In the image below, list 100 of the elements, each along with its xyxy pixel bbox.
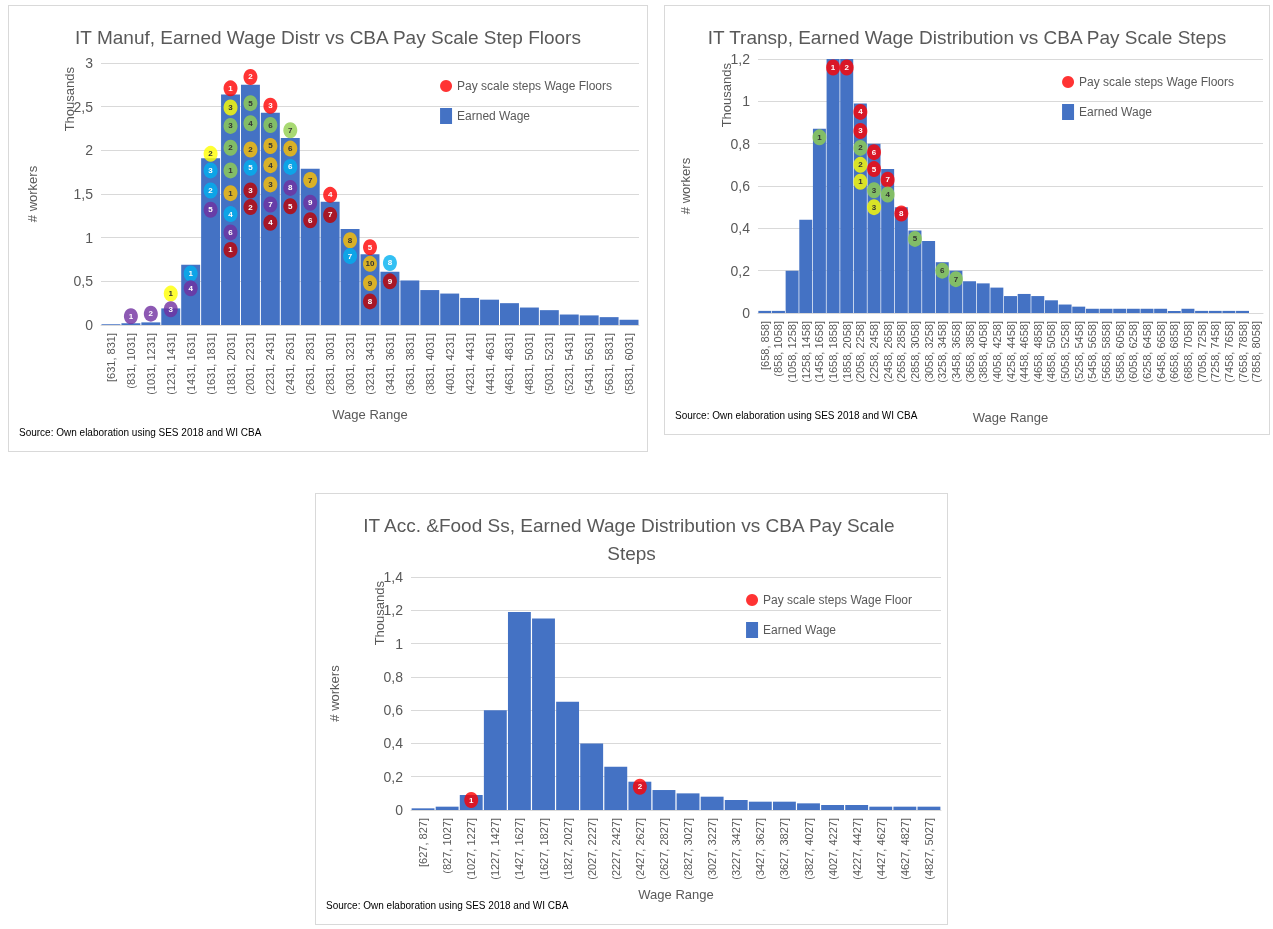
x-tick-label: (5631, 5831] xyxy=(603,333,616,395)
x-tick-label: (2627, 2827] xyxy=(657,818,670,880)
source-note: Source: Own elaboration using SES 2018 and WI CBA xyxy=(326,899,569,911)
chart-title: IT Transp, Earned Wage Distribution vs CBA Pay Scale Steps xyxy=(707,26,1227,48)
annotation: 7 xyxy=(885,175,891,185)
x-tick-label: [627, 827] xyxy=(417,818,430,867)
x-tick-label: (3027, 3227] xyxy=(706,818,719,880)
annotation: 1 xyxy=(858,177,864,187)
x-tick-label: (5858, 6058] xyxy=(1113,321,1126,383)
annotation: 8 xyxy=(288,183,294,193)
x-tick-label: (1458, 1658] xyxy=(813,321,826,383)
x-tick-label: (3427, 3627] xyxy=(754,818,767,880)
x-tick-label: (7658, 7858] xyxy=(1236,321,1249,383)
x-tick-label: (1827, 2027] xyxy=(561,818,574,880)
x-tick-label: (1627, 1827] xyxy=(537,818,550,880)
annotation: 1 xyxy=(188,268,194,278)
chart-title: IT Manuf, Earned Wage Distr vs CBA Pay Scale Step Floors xyxy=(75,26,581,48)
x-tick-label: (2631, 2831] xyxy=(304,333,317,395)
y-tick-label: 2 xyxy=(85,142,94,159)
source-note: Source: Own elaboration using SES 2018 and WI CBA xyxy=(19,426,262,438)
annotation: 7 xyxy=(288,125,294,135)
y-tick-label: 3 xyxy=(85,55,94,71)
annotation: 5 xyxy=(912,234,918,244)
x-tick-label: (2058, 2258] xyxy=(854,321,867,383)
x-tick-label: (1631, 1831] xyxy=(204,333,217,395)
annotation: 3 xyxy=(871,202,877,212)
y-tick-label: 0 xyxy=(742,305,751,321)
y-tick-label: 1,5 xyxy=(73,186,94,202)
y-tick-label: 0,5 xyxy=(73,273,94,290)
annotation: 5 xyxy=(871,164,877,174)
source-note: Source: Own elaboration using SES 2018 and WI CBA xyxy=(675,409,918,421)
legend-label: Earned Wage xyxy=(457,109,531,123)
y-tick-label: 0,6 xyxy=(730,178,751,194)
x-tick-label: (2231, 2431] xyxy=(264,333,277,395)
annotation: 2 xyxy=(248,202,254,212)
x-tick-label: (4031, 4231] xyxy=(443,333,456,395)
x-tick-label: (6258, 6458] xyxy=(1140,321,1153,383)
x-tick-label: (4227, 4427] xyxy=(850,818,863,880)
chart-title: IT Acc. &Food Ss, Earned Wage Distribution vs CBA Pay Scale Steps xyxy=(363,514,900,564)
x-tick-label: (3231, 3431] xyxy=(364,333,376,395)
y-tick-label: 1 xyxy=(85,229,94,246)
x-tick-label: (1431, 1631] xyxy=(184,333,197,395)
annotation: 5 xyxy=(367,242,373,252)
annotation: 6 xyxy=(288,162,294,172)
x-tick-label: (6058, 6258] xyxy=(1127,321,1140,383)
annotation: 9 xyxy=(308,198,313,208)
x-tick-label: (2458, 2658] xyxy=(881,321,894,383)
annotation: 4 xyxy=(268,160,274,170)
bar xyxy=(652,790,676,810)
x-tick-label: (4827, 5027] xyxy=(922,818,935,880)
x-tick-label: (7458, 7658] xyxy=(1222,321,1235,383)
x-tick-label: (4058, 4258] xyxy=(990,321,1003,383)
annotation: 5 xyxy=(208,205,214,215)
y-tick-label: 0,2 xyxy=(730,262,751,279)
x-tick-label: (3658, 3858] xyxy=(963,321,976,383)
y-tick-label: 0,8 xyxy=(383,668,404,685)
annotation: 2 xyxy=(248,72,254,82)
annotation: 5 xyxy=(288,201,294,211)
annotation: 9 xyxy=(367,278,373,288)
x-axis-title: Wage Range xyxy=(972,410,1049,425)
annotation: 9 xyxy=(387,276,393,286)
x-tick-label: (3827, 4027] xyxy=(802,818,815,880)
x-tick-label: (3431, 3631] xyxy=(383,333,396,395)
annotation: 3 xyxy=(858,126,864,136)
annotation: 3 xyxy=(871,185,877,195)
x-tick-label: (2427, 2627] xyxy=(633,818,646,880)
annotation: 5 xyxy=(268,141,274,151)
annotation: 1 xyxy=(228,165,234,175)
x-tick-label: (2858, 3058] xyxy=(908,321,921,383)
x-tick-label: (3227, 3427] xyxy=(730,818,743,880)
x-tick-label: (2027, 2227] xyxy=(585,818,598,880)
x-tick-label: (5431, 5631] xyxy=(583,333,596,395)
bar xyxy=(676,793,700,810)
x-tick-label: (4458, 4658] xyxy=(1018,321,1031,383)
x-tick-label: (4427, 4627] xyxy=(874,818,887,880)
x-tick-label: (6858, 7058] xyxy=(1181,321,1194,383)
x-tick-label: (3831, 4031] xyxy=(423,333,436,395)
y-tick-label: 1,4 xyxy=(383,569,404,585)
annotation: 4 xyxy=(885,189,891,199)
annotation: 1 xyxy=(128,311,134,321)
annotation: 1 xyxy=(168,289,174,299)
x-axis-title: Wage Range xyxy=(332,407,408,422)
annotation: 2 xyxy=(637,782,643,792)
annotation: 7 xyxy=(268,199,274,209)
x-tick-label: (3058, 3258] xyxy=(922,321,935,383)
x-tick-label: (5458, 5658] xyxy=(1086,321,1099,383)
x-tick-label: (3627, 3827] xyxy=(778,818,791,880)
x-tick-label: (7858, 8058] xyxy=(1250,321,1263,383)
annotation: 8 xyxy=(899,209,905,219)
x-tick-label: (5231, 5431] xyxy=(563,333,576,395)
annotation: 7 xyxy=(953,274,959,284)
annotation: 6 xyxy=(268,120,274,130)
annotation: 5 xyxy=(248,163,254,173)
annotation: 3 xyxy=(228,121,234,131)
x-axis-title: Wage Range xyxy=(638,886,714,902)
x-tick-label: (2827, 3027] xyxy=(682,818,695,880)
annotation: 4 xyxy=(268,218,274,228)
y-tick-label: 0 xyxy=(395,802,404,818)
annotation: 1 xyxy=(228,83,234,93)
y-axis-title: # workers xyxy=(327,664,342,722)
